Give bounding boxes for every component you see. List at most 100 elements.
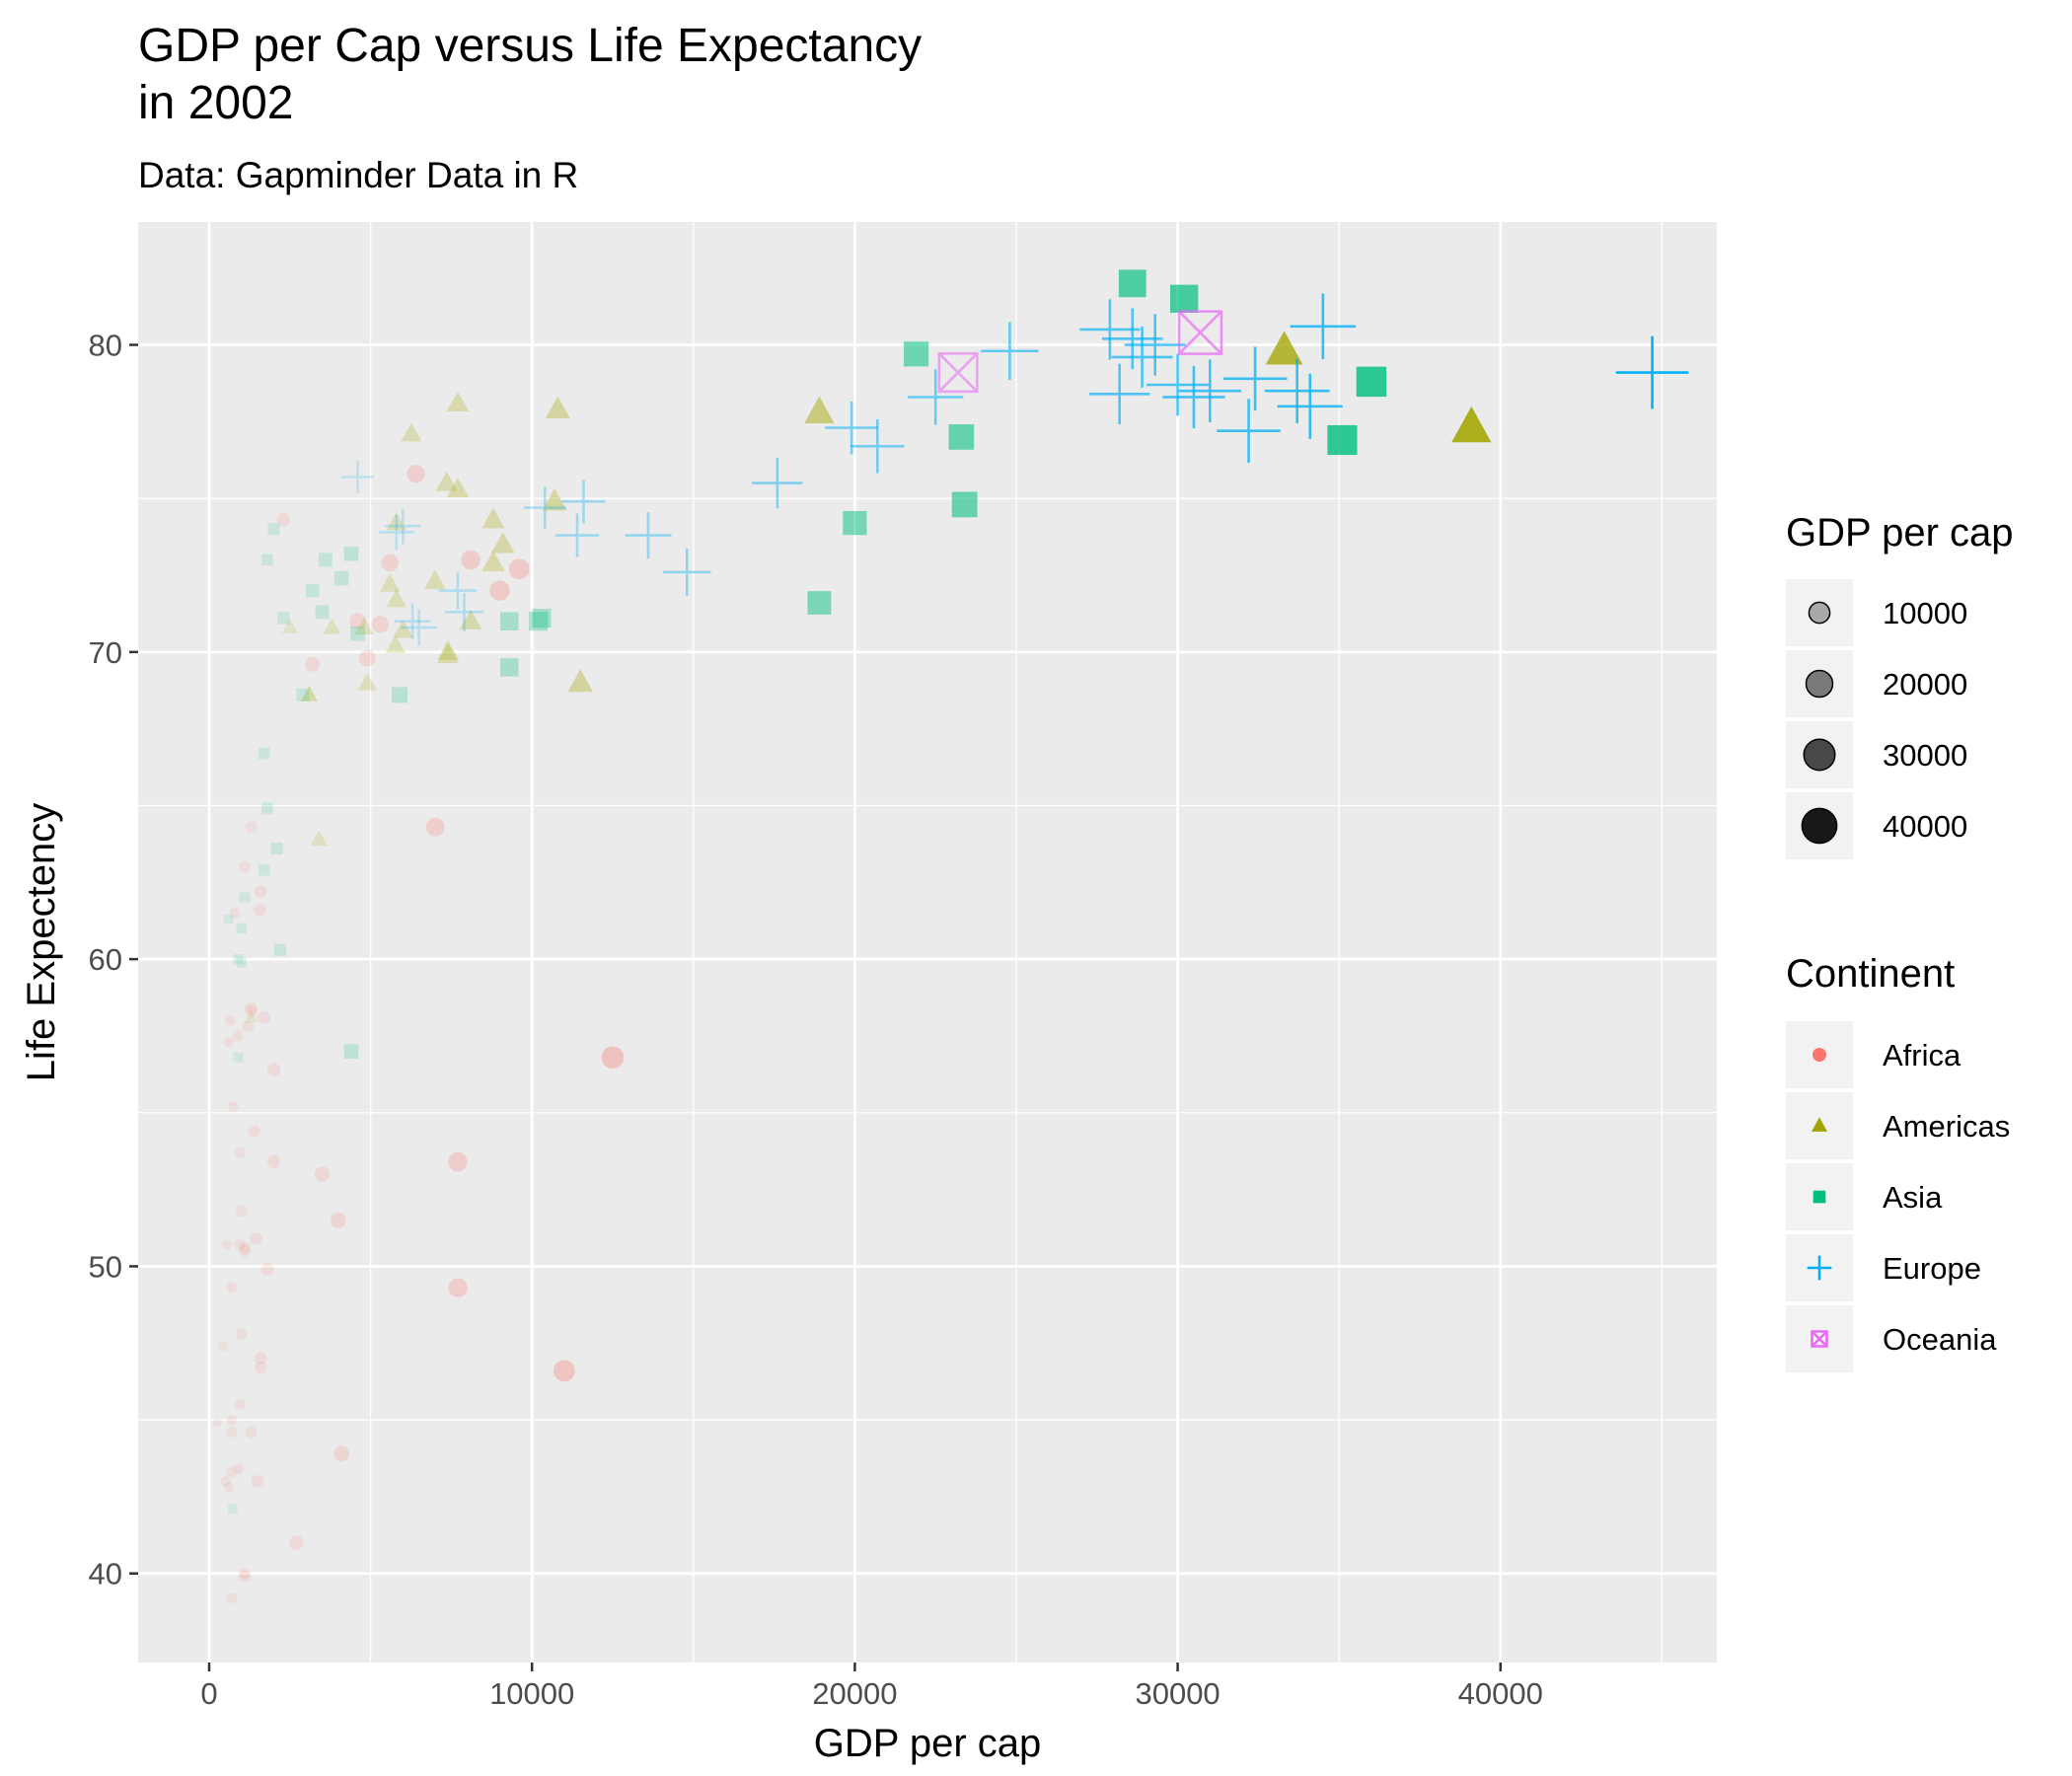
data-point-americas (490, 532, 515, 554)
data-point-europe (1178, 359, 1242, 423)
legend-size-label: 10000 (1883, 596, 1967, 630)
data-point-africa (232, 1463, 245, 1475)
data-point-americas (446, 391, 470, 411)
data-point-asia (258, 747, 270, 760)
legend-asia-label: Asia (1883, 1180, 1943, 1215)
legend-asia-swatch (1813, 1190, 1826, 1204)
legend-americas-swatch (1811, 1117, 1828, 1132)
data-point-africa (314, 1166, 331, 1182)
data-point-americas (446, 477, 470, 497)
x-tick-label: 40000 (1458, 1676, 1543, 1711)
data-point-asia (270, 842, 283, 855)
legend-size-label: 30000 (1883, 738, 1967, 773)
legend-size-swatch (1808, 601, 1831, 625)
legend-size-swatch (1803, 738, 1836, 772)
data-point-asia (532, 608, 552, 629)
data-point-africa (248, 1125, 260, 1138)
data-point-africa (330, 1212, 346, 1228)
data-point-africa (235, 1328, 248, 1340)
data-point-asia (267, 523, 280, 536)
legend-color-title: Continent (1786, 952, 1955, 996)
data-point-asia (1356, 366, 1387, 398)
data-point-europe (908, 369, 964, 425)
legend-oceania-label: Oceania (1883, 1322, 1997, 1357)
data-point-africa (218, 1341, 229, 1352)
y-tick-label: 80 (89, 329, 122, 363)
data-point-africa (242, 1020, 255, 1033)
data-point-africa (245, 1004, 258, 1018)
data-point-africa (239, 1245, 251, 1257)
data-point-africa (254, 904, 266, 917)
data-point-africa (234, 1398, 246, 1411)
x-tick-label: 0 (200, 1676, 217, 1711)
data-point-africa (221, 1239, 233, 1250)
data-point-asia (948, 424, 975, 450)
data-point-europe (663, 548, 711, 597)
data-point-africa (223, 1036, 234, 1048)
legend-africa-swatch (1813, 1048, 1826, 1062)
data-point-americas (385, 634, 407, 654)
data-point-europe (1089, 363, 1150, 424)
series-oceania (937, 310, 1223, 394)
x-tick-label: 20000 (812, 1676, 897, 1711)
data-point-europe (385, 508, 421, 545)
data-point-africa (245, 1001, 258, 1014)
data-point-asia (261, 802, 273, 815)
plot-panel (138, 222, 1717, 1663)
legend-americas-label: Americas (1883, 1109, 2010, 1144)
data-point-asia (807, 591, 832, 615)
data-point-europe (1264, 358, 1330, 424)
data-point-europe (752, 457, 803, 509)
data-point-americas (386, 512, 407, 531)
data-point-africa (381, 554, 400, 572)
data-point-africa (461, 550, 481, 570)
data-point-asia (903, 341, 929, 367)
data-point-africa (234, 1147, 246, 1158)
x-tick-label: 30000 (1135, 1676, 1220, 1711)
data-point-africa (448, 1151, 468, 1172)
data-point-africa (255, 1352, 267, 1366)
data-point-americas (300, 686, 318, 702)
data-point-africa (260, 1263, 274, 1277)
data-point-europe (555, 513, 600, 557)
data-point-africa (349, 613, 366, 629)
data-point-africa (425, 817, 445, 837)
data-point-europe (1290, 293, 1356, 360)
y-tick-label: 70 (89, 635, 122, 670)
data-point-europe (438, 571, 478, 610)
data-point-asia (333, 570, 349, 586)
data-point-americas (804, 396, 835, 424)
data-point-asia (499, 658, 519, 677)
data-point-asia (843, 510, 867, 536)
legend-size-title: GDP per cap (1786, 511, 2014, 555)
y-tick-label: 40 (89, 1557, 122, 1591)
data-point-americas (424, 569, 446, 590)
data-point-africa (251, 1475, 264, 1488)
data-point-africa (448, 1278, 468, 1297)
data-point-americas (567, 669, 594, 693)
data-point-europe (1615, 335, 1689, 409)
data-point-africa (289, 1535, 304, 1550)
data-point-europe (1124, 314, 1186, 376)
data-point-europe (401, 609, 438, 646)
data-point-europe (444, 592, 483, 631)
data-point-africa (228, 1101, 239, 1112)
chart-subtitle: Data: Gapminder Data in R (138, 155, 578, 195)
data-point-americas (481, 507, 505, 529)
legend-color: Continent Africa Americas Asia Europe Oceani… (1786, 952, 2010, 1372)
data-point-africa (508, 558, 530, 580)
data-point-asia (529, 612, 549, 631)
data-point-americas (323, 618, 341, 634)
data-point-europe (1277, 373, 1343, 439)
data-point-asia (258, 864, 270, 876)
data-point-europe (1217, 399, 1281, 463)
data-point-europe (1222, 346, 1288, 411)
data-point-africa (226, 1466, 238, 1478)
x-tick-label: 10000 (489, 1676, 574, 1711)
data-point-americas (459, 609, 482, 629)
data-point-asia (391, 687, 408, 703)
data-point-europe (1079, 299, 1141, 360)
chart-title-line-1: GDP per Cap versus Life Expectancy (138, 20, 922, 72)
data-point-asia (315, 605, 330, 620)
